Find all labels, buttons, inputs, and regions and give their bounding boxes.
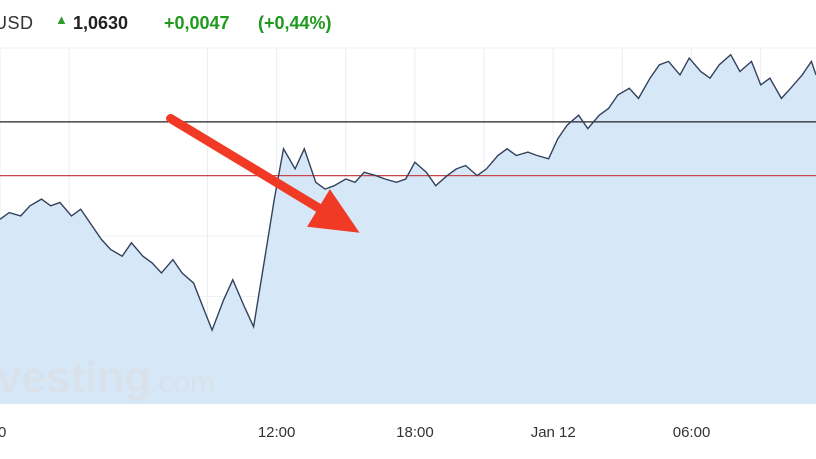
- price-change-percent: (+0,44%): [258, 13, 332, 33]
- x-tick-label: 0: [0, 424, 6, 441]
- x-tick-label: 06:00: [673, 424, 711, 441]
- up-arrow-icon: ▲: [55, 12, 68, 27]
- price-change: +0,0047: [164, 13, 230, 33]
- price-area-fill: [0, 54, 816, 404]
- x-axis-ticks: 0 12:00 18:00 Jan 12 06:00: [0, 424, 710, 441]
- current-price: 1,0630: [73, 13, 129, 33]
- watermark-brand: vesting: [0, 353, 151, 402]
- annotation-arrow-shaft: [166, 114, 324, 213]
- x-tick-label: Jan 12: [531, 424, 576, 441]
- price-line: [0, 53, 816, 333]
- x-tick-label: 12:00: [258, 424, 296, 441]
- x-tick-label: 18:00: [396, 424, 434, 441]
- price-header: USD ▲ 1,0630 +0,0047 (+0,44%): [0, 0, 816, 48]
- watermark-suffix: .com: [150, 366, 215, 399]
- annotation-arrow-head: [307, 189, 360, 233]
- currency-pair-label: USD: [0, 13, 34, 33]
- annotation-arrow: [166, 114, 360, 233]
